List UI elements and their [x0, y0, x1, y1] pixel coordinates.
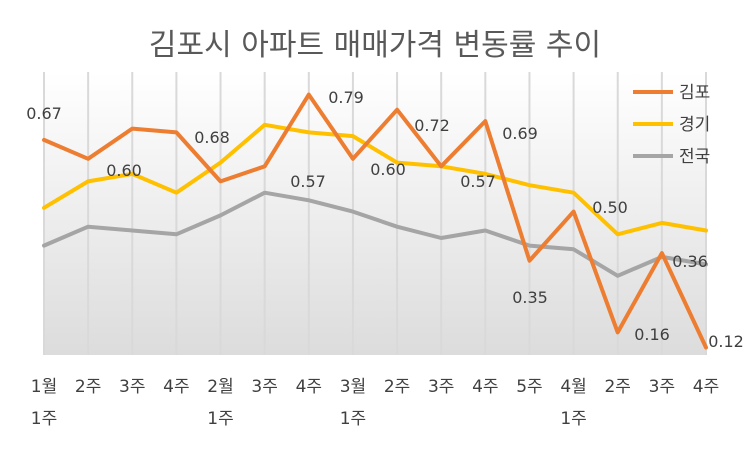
x-tick-label: 4주: [472, 377, 498, 397]
x-tick-label: 3주: [251, 377, 277, 397]
series-line-2: [42, 190, 708, 278]
chart-title: 김포시 아파트 매매가격 변동률 추이: [149, 28, 601, 63]
data-labels: 0.67 0.60 0.68 0.57 0.79 0.60 0.72 0.57 0.69 0.35…: [26, 88, 744, 351]
x-tick-label: 1월: [31, 377, 57, 397]
x-tick-label: 4주: [163, 377, 189, 397]
legend-label-0: 김포: [679, 83, 710, 103]
data-label: 0.16: [634, 325, 670, 344]
data-label: 0.60: [370, 160, 406, 179]
x-tick-label: 1주: [340, 409, 366, 429]
x-tick-label: 2주: [75, 377, 101, 397]
x-tick-label: 1주: [560, 409, 586, 429]
data-label: 0.67: [26, 104, 62, 123]
x-tick-label: 2주: [384, 377, 410, 397]
data-label: 0.68: [194, 128, 230, 147]
x-tick-label: 3주: [428, 377, 454, 397]
gridlines: [43, 72, 707, 355]
data-label: 0.69: [502, 124, 538, 143]
series-lines: [42, 92, 708, 350]
data-label: 0.57: [460, 172, 496, 191]
data-label: 0.12: [708, 332, 744, 351]
x-tick-label: 1주: [207, 409, 233, 429]
data-label: 0.57: [290, 172, 326, 191]
data-label: 0.79: [328, 88, 364, 107]
legend-label-2: 전국: [679, 147, 710, 167]
data-label: 0.36: [672, 252, 708, 271]
x-tick-label: 1주: [31, 409, 57, 429]
x-tick-label: 4주: [296, 377, 322, 397]
data-label: 0.60: [106, 161, 142, 180]
legend-label-1: 경기: [679, 115, 710, 135]
x-tick-label: 4월: [560, 377, 586, 397]
data-label: 0.35: [512, 288, 548, 307]
series-line-1: [42, 122, 708, 237]
x-tick-label: 3주: [119, 377, 145, 397]
series-line-0: [42, 92, 708, 350]
x-tick-label: 3주: [649, 377, 675, 397]
data-label: 0.72: [414, 116, 450, 135]
x-tick-label: 2월: [207, 377, 233, 397]
x-tick-label: 5주: [516, 377, 542, 397]
x-tick-label: 3월: [340, 377, 366, 397]
x-tick-label: 2주: [604, 377, 630, 397]
data-label: 0.50: [592, 198, 628, 217]
x-axis-ticks: 1월 1주 2주 3주 4주 2월 1주 3주 4주 3월 1주 2주 3주 4주 5주 4월 1주 2주 3주 4주: [31, 377, 719, 429]
x-tick-label: 4주: [693, 377, 719, 397]
